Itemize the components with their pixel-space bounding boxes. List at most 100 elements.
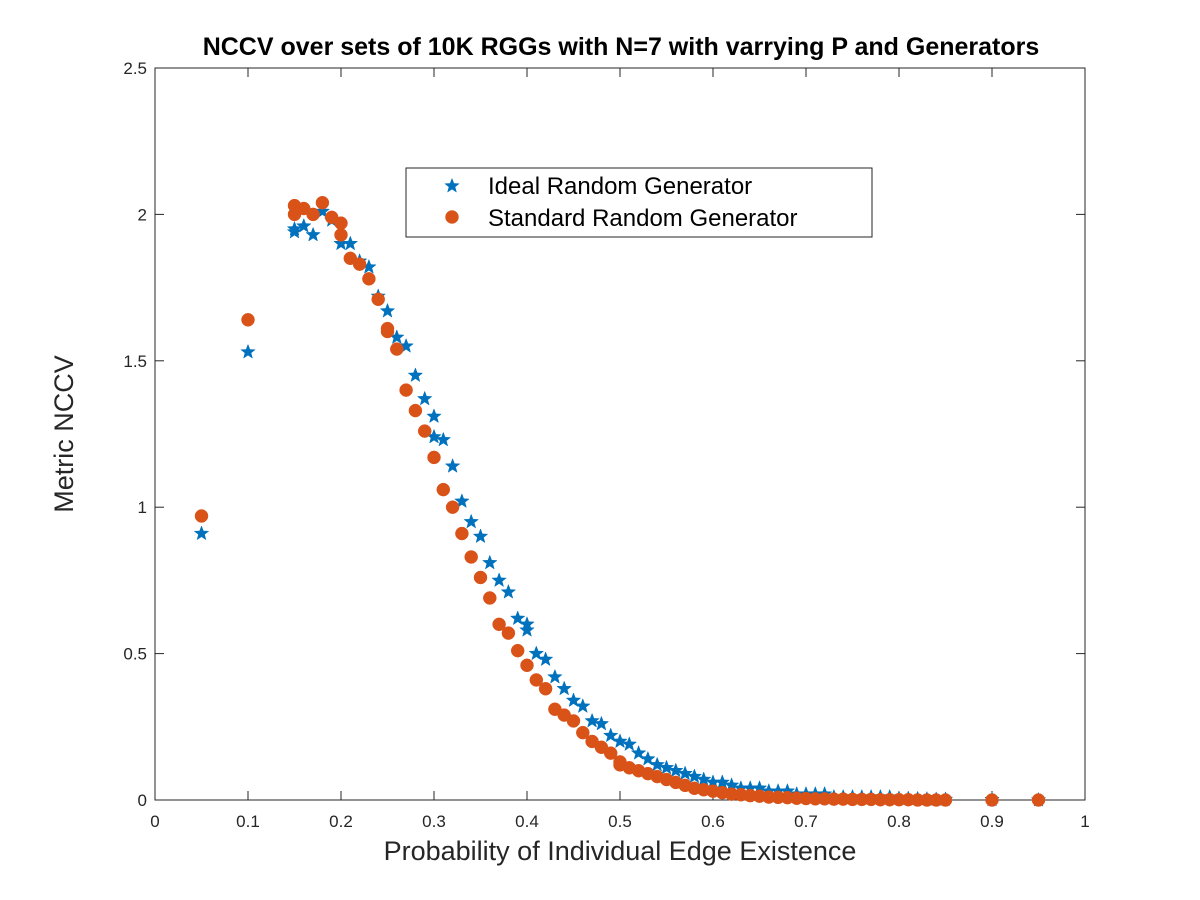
x-tick-label: 0.7: [794, 812, 818, 831]
data-point-star: [649, 756, 666, 772]
data-point-circle: [501, 626, 516, 640]
data-point-star: [472, 528, 489, 544]
data-point-circle: [315, 195, 330, 210]
data-point-circle: [529, 673, 544, 687]
data-point-star: [491, 572, 507, 588]
data-point-circle: [566, 714, 581, 728]
x-tick-label: 0.6: [701, 812, 725, 831]
axis-ticks: 0 0.1 0.2 0.3 0.4 0.5 0.6 0.7 0.8 0.9 1 0 0.5 1 1.5 2 2.…: [123, 59, 1089, 831]
data-point-star: [537, 651, 554, 667]
data-point-star: [677, 765, 693, 781]
data-point-star: [407, 367, 424, 383]
legend-label-standard: Standard Random Generator: [488, 205, 798, 232]
data-point-circle: [576, 725, 590, 740]
data-point-star: [435, 431, 452, 447]
legend-marker-ideal: [444, 177, 460, 193]
y-tick-label: 2.5: [123, 59, 147, 78]
data-point-circle: [464, 550, 478, 564]
x-tick-label: 1: [1080, 812, 1089, 831]
data-point-circle: [436, 482, 451, 497]
data-point-star: [379, 302, 396, 318]
data-point-star: [426, 408, 442, 424]
legend-box: [405, 167, 873, 238]
legend-circle-marker: [445, 210, 459, 224]
data-point-star: [640, 750, 656, 766]
data-point-circle: [427, 450, 441, 465]
data-point-circle: [473, 570, 488, 585]
data-point-star: [686, 768, 703, 784]
data-point-star: [240, 343, 256, 359]
chart-title: NCCV over sets of 10K RGGs with N=7 with…: [203, 33, 1040, 61]
data-point-circle: [408, 403, 423, 418]
data-point-star: [658, 759, 675, 775]
data-point-star: [695, 771, 712, 787]
data-point-circle: [483, 591, 497, 605]
data-point-star: [454, 493, 470, 508]
data-point-star: [444, 457, 461, 473]
legend: Ideal Random Generator Standard Random G…: [405, 167, 873, 238]
data-point-circle: [603, 746, 618, 760]
data-point-star: [621, 736, 638, 752]
data-point-circle: [371, 292, 385, 307]
data-point-star: [556, 680, 573, 696]
data-point-star: [528, 645, 545, 661]
data-point-circle: [362, 272, 376, 286]
data-point-star: [565, 692, 582, 708]
data-point-circle: [1031, 793, 1046, 807]
data-point-circle: [334, 216, 348, 230]
data-point-star: [342, 235, 359, 251]
y-tick-label: 0.5: [123, 645, 147, 664]
y-tick-label: 1.5: [123, 352, 147, 371]
x-tick-label: 0.9: [980, 812, 1004, 831]
data-point-circle: [306, 207, 320, 222]
legend-star-marker: [444, 177, 460, 193]
data-point-circle: [510, 643, 525, 658]
data-point-circle: [194, 509, 209, 523]
data-point-circle: [417, 424, 432, 438]
data-point-star: [584, 712, 600, 728]
series-1: [194, 195, 1046, 807]
x-tick-label: 0.4: [515, 812, 539, 831]
data-point-star: [500, 583, 517, 599]
x-tick-label: 0.1: [236, 812, 260, 831]
data-point-circle: [241, 313, 255, 327]
y-axis-label: Metric NCCV: [49, 355, 79, 513]
data-point-star: [416, 390, 433, 406]
data-point-circle: [445, 500, 460, 514]
x-tick-label: 0.5: [608, 812, 632, 831]
data-point-star: [602, 727, 619, 743]
x-tick-label: 0: [150, 812, 159, 831]
data-point-star: [667, 762, 684, 778]
data-point-star: [612, 733, 628, 749]
data-point-star: [193, 525, 210, 541]
data-point-circle: [334, 228, 348, 242]
data-point-circle: [399, 383, 413, 397]
data-point-circle: [520, 658, 534, 673]
data-points: [193, 195, 1047, 807]
y-tick-label: 0: [138, 791, 147, 810]
data-point-star: [593, 715, 610, 731]
data-point-star: [630, 744, 647, 760]
data-point-circle: [390, 342, 404, 356]
x-axis-label: Probability of Individual Edge Existence: [384, 836, 857, 866]
data-point-star: [463, 513, 480, 529]
y-tick-label: 1: [138, 498, 147, 517]
data-point-circle: [455, 526, 469, 541]
data-point-star: [547, 668, 563, 684]
data-point-star: [509, 610, 526, 626]
legend-label-ideal: Ideal Random Generator: [488, 173, 752, 200]
y-tick-label: 2: [138, 205, 147, 224]
data-point-star: [305, 226, 321, 242]
data-point-circle: [380, 324, 395, 339]
x-tick-label: 0.3: [422, 812, 446, 831]
x-tick-label: 0.2: [329, 812, 353, 831]
data-point-star: [295, 217, 312, 233]
data-point-circle: [985, 793, 999, 807]
data-point-star: [574, 698, 591, 713]
data-point-circle: [492, 617, 506, 632]
data-point-circle: [938, 793, 953, 807]
data-point-star: [481, 554, 498, 570]
data-point-circle: [352, 257, 367, 271]
x-tick-label: 0.8: [887, 812, 911, 831]
